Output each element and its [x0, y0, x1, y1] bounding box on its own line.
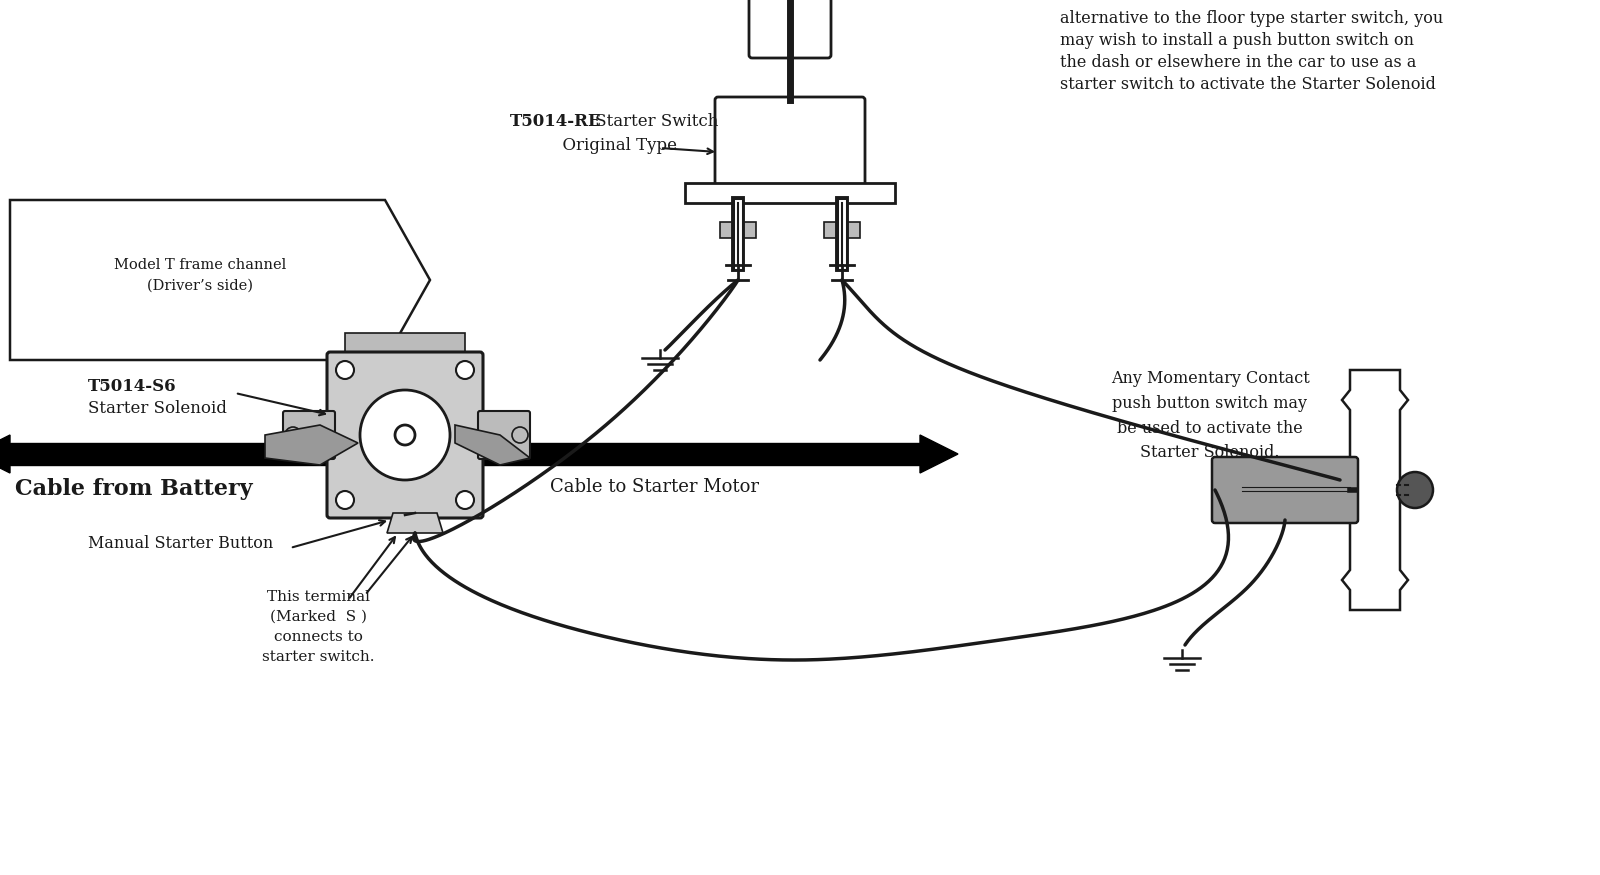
FancyBboxPatch shape	[326, 352, 483, 518]
Text: T5014-RE: T5014-RE	[510, 113, 602, 130]
Text: Any Momentary Contact
push button switch may
be used to activate the
Starter Sol: Any Momentary Contact push button switch…	[1110, 370, 1309, 461]
Bar	[346, 333, 466, 355]
Bar	[685, 183, 894, 203]
Circle shape	[336, 361, 354, 379]
Text: connects to: connects to	[274, 630, 363, 644]
FancyBboxPatch shape	[283, 411, 334, 459]
Text: Starter Switch: Starter Switch	[590, 113, 718, 130]
Bar	[824, 222, 861, 238]
Text: Cable to Starter Motor: Cable to Starter Motor	[550, 478, 758, 496]
Text: starter switch to activate the Starter Solenoid: starter switch to activate the Starter S…	[1059, 76, 1435, 93]
Text: Cable from Battery: Cable from Battery	[14, 478, 253, 500]
Text: the dash or elsewhere in the car to use as a: the dash or elsewhere in the car to use …	[1059, 54, 1416, 71]
Polygon shape	[266, 425, 358, 465]
FancyBboxPatch shape	[1213, 457, 1358, 523]
Circle shape	[456, 491, 474, 509]
Text: Starter Solenoid: Starter Solenoid	[88, 400, 227, 417]
Text: This terminal: This terminal	[267, 590, 370, 604]
Text: Manual Starter Button: Manual Starter Button	[88, 535, 274, 552]
Polygon shape	[10, 200, 430, 360]
Bar	[10, 443, 358, 465]
Polygon shape	[920, 435, 958, 473]
Circle shape	[360, 390, 450, 480]
Text: Original Type: Original Type	[510, 137, 677, 154]
Text: T5014-S6: T5014-S6	[88, 378, 176, 395]
Circle shape	[512, 427, 528, 443]
FancyBboxPatch shape	[715, 97, 866, 188]
Text: may wish to install a push button switch on: may wish to install a push button switch…	[1059, 32, 1414, 49]
Circle shape	[336, 491, 354, 509]
Polygon shape	[1342, 370, 1408, 610]
Text: starter switch.: starter switch.	[262, 650, 374, 664]
Text: Model T frame channel
(Driver’s side): Model T frame channel (Driver’s side)	[114, 258, 286, 292]
Bar	[454, 443, 920, 465]
Bar	[720, 222, 757, 238]
Polygon shape	[387, 513, 443, 533]
Polygon shape	[0, 435, 10, 473]
Text: alternative to the floor type starter switch, you: alternative to the floor type starter sw…	[1059, 10, 1443, 27]
FancyBboxPatch shape	[749, 0, 830, 58]
Circle shape	[395, 425, 414, 445]
Polygon shape	[454, 425, 530, 465]
Circle shape	[1397, 472, 1434, 508]
FancyBboxPatch shape	[478, 411, 530, 459]
Circle shape	[456, 361, 474, 379]
Circle shape	[285, 427, 301, 443]
Text: (Marked  S ): (Marked S )	[269, 610, 366, 624]
